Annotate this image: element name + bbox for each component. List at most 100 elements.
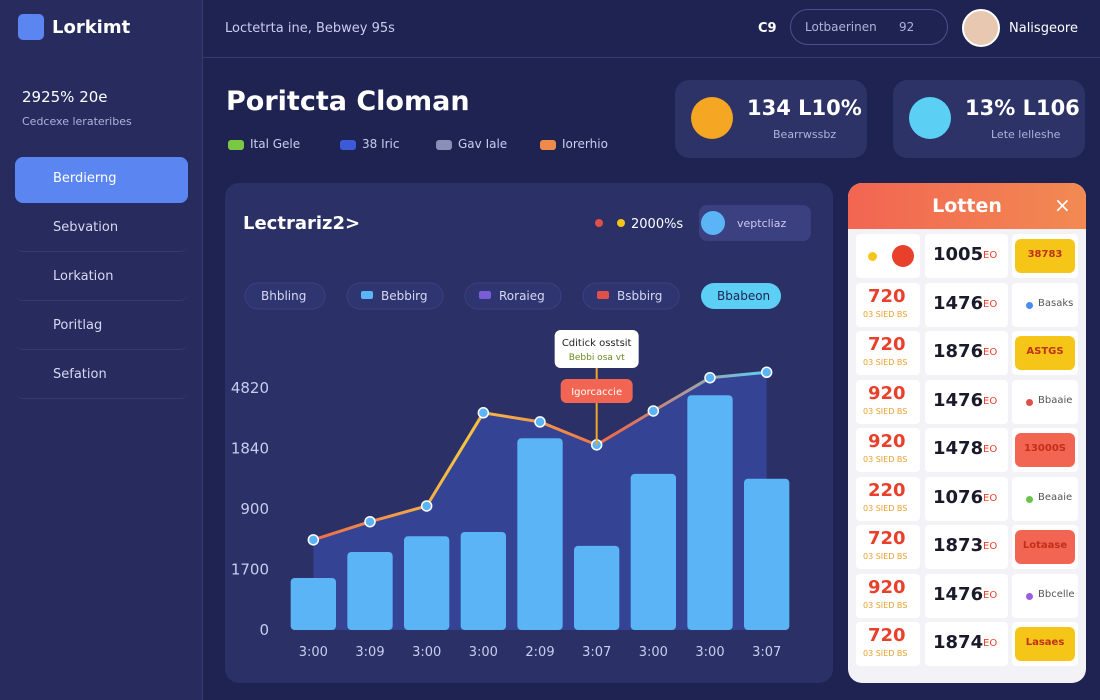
row-badge-text: ASTGS	[1026, 346, 1064, 357]
row-cell	[856, 525, 920, 569]
x-tick-label: 3:07	[582, 645, 611, 660]
user-name: Nalisgeore	[1009, 21, 1078, 36]
icon-button[interactable]: C9	[758, 21, 777, 36]
row-cell	[856, 331, 920, 375]
row-left: 920	[868, 576, 906, 598]
row-unit: EO	[983, 541, 998, 552]
row-unit: EO	[983, 589, 998, 601]
filter-label: Roraieg	[499, 289, 545, 303]
logo: Lorkimt	[52, 17, 131, 38]
legend-swatch	[540, 140, 556, 150]
row-cell	[856, 379, 920, 424]
row-unit: EO	[983, 395, 998, 407]
row-value: 1005	[933, 244, 984, 265]
filter-swatch	[361, 291, 373, 299]
row-badge-text: Basaks	[1038, 297, 1074, 309]
row-cell	[925, 234, 1008, 278]
stat-value: 134 L10%	[747, 96, 862, 120]
row-badge-dot	[1026, 495, 1033, 503]
y-tick-label: 4820	[231, 379, 269, 397]
stat-icon	[691, 97, 733, 139]
row-left: 720	[868, 625, 906, 646]
legend-label: Ital Gele	[250, 137, 301, 151]
stat: 2925% 20e	[22, 88, 108, 106]
bar	[347, 551, 393, 630]
tooltip	[554, 330, 639, 368]
legend-label: Gav Iale	[458, 137, 508, 151]
row-left: 920	[868, 431, 906, 452]
nav-item[interactable]: Poritlag	[15, 304, 188, 350]
legend-dot	[617, 219, 625, 227]
row-left: 720	[868, 528, 906, 549]
y-tick-label: 0	[259, 621, 269, 639]
row-badge-dot	[1026, 592, 1033, 600]
sidebar: Lorkimt 2925% 20e Cedcexe lerateribes	[0, 0, 203, 700]
row-unit: EO	[983, 298, 998, 310]
line-point	[420, 500, 433, 512]
logo-icon	[18, 14, 44, 40]
line-point	[760, 366, 773, 379]
row-value: 1476	[933, 389, 984, 411]
row-icon	[892, 245, 914, 267]
filter-chip[interactable]	[464, 282, 562, 310]
search[interactable]: Lotbaerinen 92	[790, 9, 948, 45]
legend-label: Iorerhio	[562, 137, 608, 151]
row-left-sub: 03 SIED BS	[863, 552, 908, 561]
breadcrumb: Loctetrta ine, Bebwey 95s	[225, 21, 395, 36]
x-tick-label: 3:00	[469, 645, 498, 660]
row-left-sub: 03 SIED BS	[863, 309, 908, 319]
nav-item[interactable]: Sefation	[15, 353, 188, 399]
line-point	[647, 405, 660, 417]
row-cell	[925, 573, 1008, 618]
toggle-knob	[701, 211, 725, 235]
nav-item[interactable]: Sebvation	[15, 206, 188, 252]
row-value: 1476	[933, 292, 984, 314]
chart-legend: 2000%s	[631, 217, 683, 232]
toggle[interactable]	[699, 205, 811, 241]
nav-item[interactable]: Lorkation	[15, 255, 188, 301]
row-badge-text: 38783	[1027, 249, 1063, 260]
row-unit: EO	[983, 444, 998, 455]
filter-chip[interactable]	[701, 283, 781, 309]
y-tick-label: 1700	[231, 561, 269, 579]
row-cell	[1012, 476, 1078, 521]
nav-item[interactable]: Berdierng	[15, 157, 188, 203]
stat-value: 13% L106	[965, 96, 1080, 120]
close-button[interactable]: ×	[1054, 193, 1071, 217]
legend-swatch	[436, 140, 452, 150]
row-left-sub: 03 SIED BS	[863, 649, 908, 658]
row-cell	[1012, 379, 1078, 424]
row-cell	[925, 331, 1008, 375]
row-cell	[856, 282, 920, 327]
filter-swatch	[597, 291, 609, 299]
bar	[404, 536, 450, 630]
annotation: Cditick osstsit	[562, 338, 632, 349]
stat-caption: Lete lelleshe	[991, 128, 1061, 141]
row-cell	[1012, 573, 1078, 618]
x-tick-label: 3:00	[299, 645, 328, 660]
y-tick-label: 1840	[231, 440, 269, 458]
row-unit: EO	[983, 250, 998, 261]
row-badge-text: 13000S	[1024, 443, 1066, 454]
filter-chip[interactable]	[244, 282, 326, 310]
row-badge-text: Bbaaie	[1038, 394, 1073, 406]
row-cell	[1012, 282, 1078, 327]
y-tick-label: 900	[240, 500, 269, 518]
filter-chip[interactable]	[582, 282, 680, 310]
row-left-sub: 03 SIED BS	[863, 600, 908, 610]
page-title: Poritcta Cloman	[226, 86, 470, 117]
avatar[interactable]	[962, 9, 1000, 47]
bar	[290, 577, 336, 630]
row-unit: EO	[983, 347, 998, 358]
filter-chip[interactable]	[346, 282, 444, 310]
chart-panel: Lectrariz2> 2000%s veptcliaz Bhbling Bebbirg…	[225, 183, 833, 683]
bar	[574, 545, 620, 630]
annotation: Igorcaccie	[571, 387, 622, 398]
row-badge	[1015, 239, 1075, 273]
row-cell	[925, 476, 1008, 521]
topbar: Loctetrta ine, Bebwey 95s C9 Lotbaerinen…	[203, 0, 1100, 58]
row-cell	[925, 622, 1008, 666]
row-badge-text: Beaaie	[1038, 491, 1073, 503]
line-point	[477, 407, 490, 419]
